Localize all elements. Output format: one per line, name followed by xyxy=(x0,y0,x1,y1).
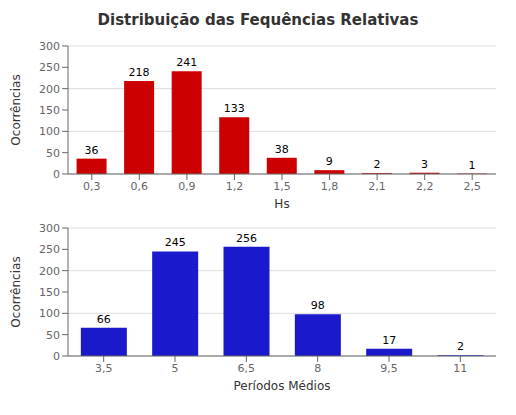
svg-text:38: 38 xyxy=(275,143,289,156)
svg-text:200: 200 xyxy=(39,265,60,278)
svg-text:133: 133 xyxy=(224,102,245,115)
svg-text:0: 0 xyxy=(53,168,60,181)
svg-text:218: 218 xyxy=(129,66,150,79)
svg-text:9: 9 xyxy=(326,155,333,168)
svg-text:300: 300 xyxy=(39,222,60,235)
svg-text:300: 300 xyxy=(39,40,60,53)
svg-text:66: 66 xyxy=(97,313,111,326)
svg-text:98: 98 xyxy=(311,299,325,312)
svg-text:5: 5 xyxy=(172,362,179,375)
svg-text:9,5: 9,5 xyxy=(380,362,398,375)
svg-text:3,5: 3,5 xyxy=(95,362,113,375)
svg-text:2,1: 2,1 xyxy=(368,180,386,193)
svg-text:11: 11 xyxy=(453,362,467,375)
svg-text:6,5: 6,5 xyxy=(238,362,256,375)
svg-text:50: 50 xyxy=(46,329,60,342)
svg-text:17: 17 xyxy=(382,334,396,347)
svg-text:0,3: 0,3 xyxy=(83,180,101,193)
svg-text:241: 241 xyxy=(176,56,197,69)
svg-text:0,9: 0,9 xyxy=(178,180,196,193)
svg-text:100: 100 xyxy=(39,307,60,320)
svg-text:2: 2 xyxy=(373,158,380,171)
svg-text:0,6: 0,6 xyxy=(131,180,149,193)
svg-text:100: 100 xyxy=(39,125,60,138)
svg-text:Períodos Médios: Períodos Médios xyxy=(233,379,330,393)
svg-text:50: 50 xyxy=(46,147,60,160)
html-text:Distribuição das Fequências Re: Distribuição das Fequências Relativas xyxy=(97,11,419,29)
svg-text:8: 8 xyxy=(314,362,321,375)
svg-text:1,2: 1,2 xyxy=(226,180,244,193)
svg-text:245: 245 xyxy=(165,236,186,249)
svg-text:150: 150 xyxy=(39,104,60,117)
svg-text:2,2: 2,2 xyxy=(416,180,434,193)
svg-text:2,5: 2,5 xyxy=(463,180,481,193)
svg-text:2: 2 xyxy=(457,340,464,353)
svg-text:Ocorrências: Ocorrências xyxy=(9,74,23,145)
svg-text:Ocorrências: Ocorrências xyxy=(9,256,23,327)
svg-text:Hs: Hs xyxy=(274,197,289,211)
svg-text:0: 0 xyxy=(53,350,60,363)
svg-text:150: 150 xyxy=(39,286,60,299)
svg-text:1,5: 1,5 xyxy=(273,180,291,193)
svg-text:256: 256 xyxy=(236,232,257,245)
svg-text:36: 36 xyxy=(85,144,99,157)
svg-text:250: 250 xyxy=(39,61,60,74)
svg-text:1: 1 xyxy=(469,159,476,172)
svg-text:250: 250 xyxy=(39,243,60,256)
svg-text:200: 200 xyxy=(39,83,60,96)
svg-text:1,8: 1,8 xyxy=(321,180,339,193)
svg-text:3: 3 xyxy=(421,158,428,171)
